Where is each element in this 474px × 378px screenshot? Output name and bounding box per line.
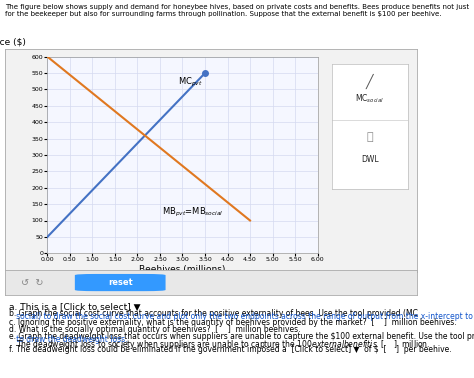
Text: b. Graph the social cost curve that accounts for the positive externality of bee: b. Graph the social cost curve that acco… [9, 309, 418, 318]
Text: MB$_{pvt}$=MB$_{social}$: MB$_{pvt}$=MB$_{social}$ [162, 206, 224, 219]
Text: c. Ignoring the positive externality, what is the quantity of beehives provided : c. Ignoring the positive externality, wh… [9, 318, 457, 327]
X-axis label: Beehives (millions): Beehives (millions) [139, 265, 226, 274]
Text: MC$_{social}$: MC$_{social}$ [355, 93, 384, 105]
Text: e. Graph the deadweight loss that occurs when suppliers are unable to capture th: e. Graph the deadweight loss that occurs… [9, 332, 474, 341]
Text: The deadweight loss to society when suppliers are unable to capture the $100 ext: The deadweight loss to society when supp… [9, 338, 431, 351]
Text: ╱: ╱ [366, 74, 374, 90]
Text: DWL: DWL [361, 155, 379, 164]
Text: 🧍: 🧍 [366, 132, 373, 142]
Text: to draw the deadweight loss.: to draw the deadweight loss. [9, 335, 128, 344]
Text: The figure below shows supply and demand for honeybee hives, based on private co: The figure below shows supply and demand… [5, 4, 469, 17]
Text: MC$_{pvt}$: MC$_{pvt}$ [178, 76, 203, 89]
Text: d. What is the socially optimal quantity of beehives?  [    ]  million beehives.: d. What is the socially optimal quantity… [9, 325, 301, 334]
Text: ↺  ↻: ↺ ↻ [21, 277, 44, 288]
Text: f. The deadweight loss could be eliminated if the government imposed a  [Click t: f. The deadweight loss could be eliminat… [9, 345, 452, 354]
Text: reset: reset [108, 278, 133, 287]
Text: a. This is a [Click to select] ▼: a. This is a [Click to select] ▼ [9, 302, 141, 311]
Text: Price ($): Price ($) [0, 38, 26, 47]
Text: social) to draw the social cost curve and plot only the two endpoints across the: social) to draw the social cost curve an… [9, 312, 474, 321]
FancyBboxPatch shape [75, 274, 165, 291]
